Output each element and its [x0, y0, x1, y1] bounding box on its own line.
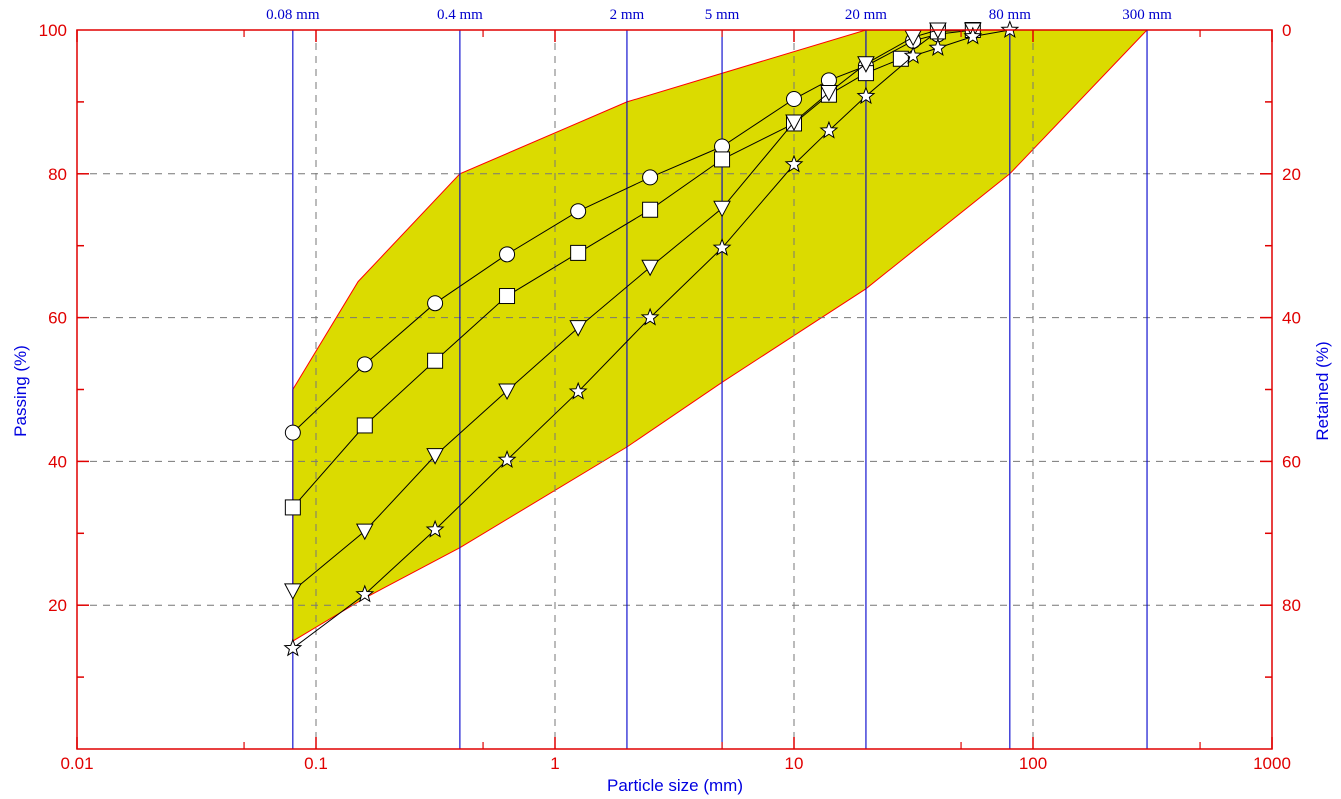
y-axis-right-title: Retained (%) — [1313, 341, 1332, 440]
data-point-star — [819, 120, 839, 139]
data-point-square — [570, 244, 587, 261]
x-tick-label: 1000 — [1253, 754, 1291, 773]
data-point-star — [903, 45, 923, 64]
x-tick-label: 10 — [785, 754, 804, 773]
sieve-label: 0.08 mm — [266, 7, 320, 23]
data-point-square — [714, 151, 731, 168]
x-tick-label: 100 — [1019, 754, 1047, 773]
grid-lines — [77, 30, 1272, 749]
y-axis-left-title: Passing (%) — [11, 345, 30, 437]
y-right-tick-label: 0 — [1282, 21, 1291, 40]
series-triangle-down — [284, 22, 982, 600]
series-star — [283, 20, 1020, 657]
grading-envelope — [292, 29, 1149, 642]
data-point-square — [356, 417, 373, 434]
data-point-triangle — [820, 85, 838, 102]
sieve-label: 300 mm — [1122, 7, 1172, 23]
data-point-star — [856, 86, 876, 105]
data-point-circle — [427, 295, 444, 312]
data-point-triangle — [355, 523, 374, 541]
data-point-circle — [499, 246, 516, 263]
sieve-label: 0.4 mm — [437, 7, 483, 23]
data-point-square — [499, 288, 516, 305]
data-point-square — [427, 352, 444, 369]
data-point-star — [640, 307, 660, 326]
sieve-lines: 0.08 mm 0.4 mm 2 mm 5 mm 20 mm 80 mm 300 mm — [266, 7, 1172, 749]
data-point-circle — [356, 356, 373, 373]
sieve-label: 2 mm — [610, 7, 645, 23]
series-group — [283, 20, 1020, 657]
y-right-tick-label: 80 — [1282, 596, 1301, 615]
y-right-tick-label: 60 — [1282, 452, 1301, 471]
data-point-star — [1000, 20, 1020, 39]
data-point-triangle — [785, 114, 803, 132]
y-right-tick-label: 20 — [1282, 165, 1301, 184]
data-point-triangle — [284, 583, 302, 600]
data-point-triangle — [498, 383, 516, 401]
series-line — [292, 29, 1010, 649]
x-axis-title: Particle size (mm) — [607, 776, 743, 795]
data-point-circle — [786, 91, 802, 108]
y-left-tick-label: 20 — [48, 596, 67, 615]
y-left-tick-label: 100 — [39, 21, 67, 40]
data-point-star — [497, 450, 517, 468]
axis-labels: Particle size (mm) Passing (%) Retained … — [11, 341, 1332, 795]
data-point-star — [568, 381, 588, 400]
data-point-star — [963, 26, 983, 45]
x-tick-label: 0.01 — [60, 754, 93, 773]
data-point-square — [284, 499, 301, 516]
x-tick-label: 1 — [550, 754, 559, 773]
sieve-label: 80 mm — [989, 7, 1031, 23]
data-point-triangle — [426, 448, 444, 465]
y-left-tick-label: 60 — [48, 309, 67, 328]
data-point-star — [283, 638, 303, 657]
y-left-tick-label: 80 — [48, 165, 67, 184]
sieve-label: 5 mm — [705, 7, 740, 23]
data-point-triangle — [713, 200, 731, 218]
data-point-star — [712, 237, 732, 256]
data-point-triangle — [857, 56, 875, 73]
data-point-circle — [642, 169, 659, 186]
data-point-square — [642, 201, 659, 218]
data-point-star — [355, 584, 375, 603]
data-point-circle — [284, 424, 301, 441]
data-point-star — [928, 38, 948, 56]
y-right-tick-label: 40 — [1282, 309, 1301, 328]
y-left-tick-label: 40 — [48, 452, 67, 471]
data-point-star — [425, 519, 445, 538]
x-tick-label: 0.1 — [304, 754, 328, 773]
data-point-triangle — [569, 320, 587, 337]
envelope-area — [292, 29, 1149, 642]
data-point-triangle — [641, 259, 659, 277]
data-point-circle — [570, 203, 587, 220]
sieve-label: 20 mm — [845, 7, 887, 23]
data-point-star — [784, 154, 804, 173]
